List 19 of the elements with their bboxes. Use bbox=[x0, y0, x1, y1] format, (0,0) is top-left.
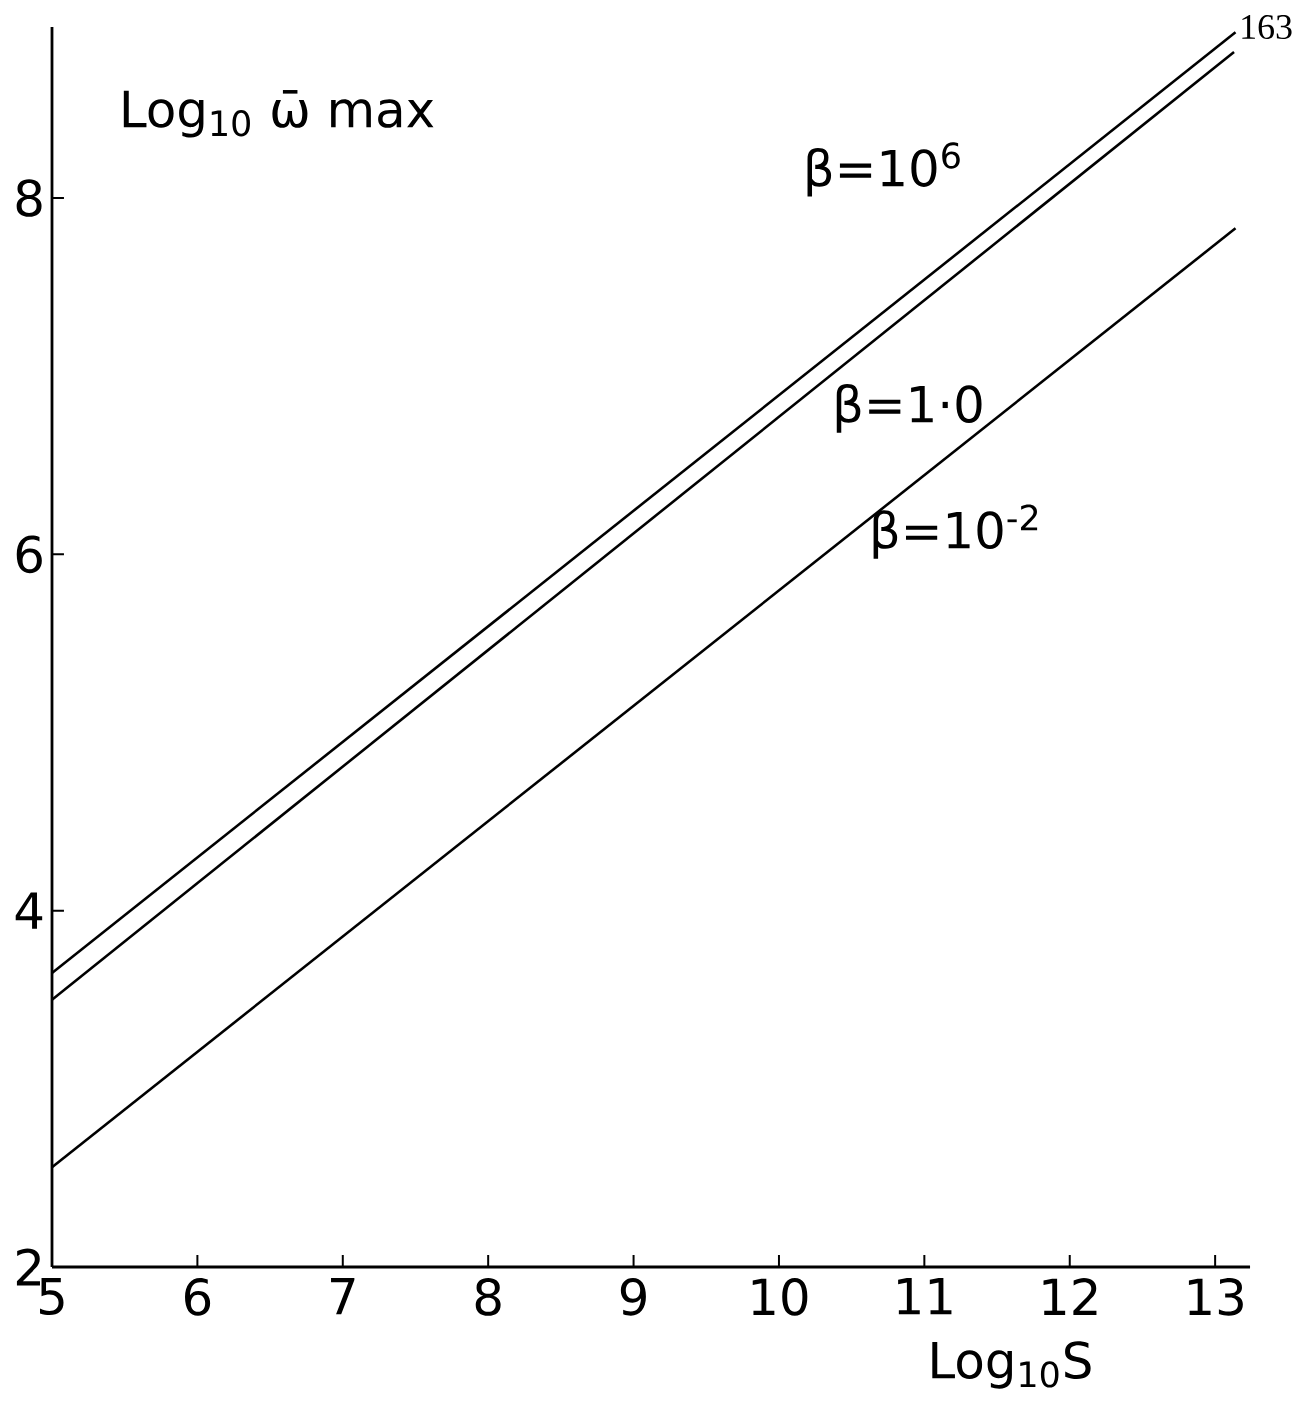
annotation: 163 bbox=[1242, 15, 1292, 40]
y-tick-label: 8 bbox=[16, 179, 42, 217]
series-label: β=1·0 bbox=[836, 384, 982, 433]
series-label: β=10$^{-2}$ bbox=[873, 504, 1038, 559]
x-tick-label: 5 bbox=[40, 1278, 64, 1316]
y-tick-label: 6 bbox=[16, 535, 42, 574]
x-tick-label: 10 bbox=[752, 1278, 808, 1316]
y-tick-label: 2 bbox=[16, 1248, 40, 1286]
x-tick-label: 7 bbox=[331, 1278, 355, 1315]
x-axis-title: Log$_{10}$S bbox=[932, 1341, 1091, 1389]
y-tick-label: 4 bbox=[15, 892, 43, 929]
y-axis-title: Log$_{10}$ ω̄ max bbox=[123, 90, 434, 138]
x-tick-label: 6 bbox=[185, 1278, 211, 1316]
x-tick-label: 9 bbox=[620, 1278, 646, 1316]
x-tick-label: 12 bbox=[1043, 1278, 1097, 1315]
x-tick-label: 11 bbox=[898, 1278, 952, 1315]
x-tick-label: 13 bbox=[1188, 1278, 1243, 1316]
series-label: β=10$^{6}$ bbox=[807, 142, 960, 197]
x-tick-label: 8 bbox=[475, 1278, 501, 1316]
